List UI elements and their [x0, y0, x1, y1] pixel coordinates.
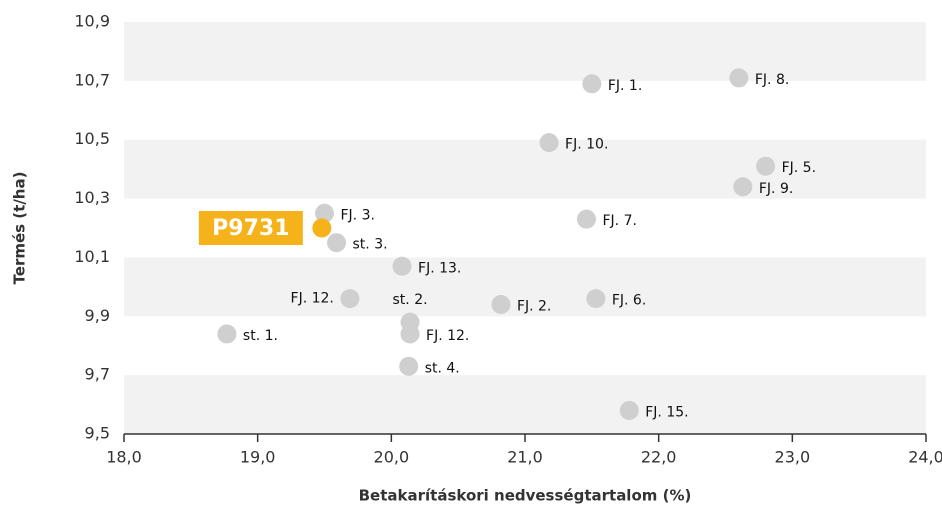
x-tick-label: 18,0	[106, 448, 142, 467]
point-label: FJ. 6.	[612, 293, 646, 309]
y-tick-label: 9,7	[85, 365, 110, 384]
y-tick-label: 9,5	[85, 424, 110, 443]
point-label: FJ. 12.	[426, 328, 469, 344]
y-tick-label: 10,5	[74, 129, 110, 148]
x-tick-label: 22,0	[641, 448, 677, 467]
point-label: FJ. 1.	[608, 78, 642, 94]
point-label: FJ. 3.	[341, 207, 375, 223]
point	[217, 324, 237, 344]
highlight-label-box	[198, 211, 303, 245]
point	[733, 177, 753, 197]
point-label: st. 4.	[425, 360, 460, 376]
point-label: FJ. 8.	[755, 72, 789, 88]
point-label: FJ. 7.	[602, 213, 636, 229]
y-tick-label: 10,1	[74, 247, 110, 266]
point	[400, 324, 420, 344]
point	[619, 400, 639, 420]
highlight-label: P9731	[212, 216, 289, 241]
point	[756, 156, 776, 176]
y-tick-label: 9,9	[85, 306, 110, 325]
point	[315, 203, 334, 223]
x-tick-label: 20,0	[374, 448, 410, 467]
x-tick-label: 19,0	[240, 448, 276, 467]
x-tick-label: 23,0	[775, 448, 811, 467]
point-label: FJ. 15.	[645, 404, 688, 420]
point-label: FJ. 13.	[418, 260, 461, 276]
point-label: FJ. 12.	[291, 291, 334, 307]
y-axis-title: Termés (t/ha)	[11, 172, 29, 285]
point	[576, 209, 596, 229]
point	[729, 68, 749, 88]
point	[327, 233, 347, 253]
point	[586, 289, 606, 309]
point	[582, 74, 602, 94]
x-tick-label: 24,0	[908, 448, 942, 467]
point-label: st. 2.	[393, 292, 428, 308]
y-tick-label: 10,9	[74, 12, 110, 31]
point-label: FJ. 10.	[565, 137, 608, 153]
point-label: st. 3.	[353, 237, 388, 253]
point-label: FJ. 2.	[517, 299, 551, 315]
point-label: FJ. 5.	[782, 160, 816, 176]
band	[124, 22, 926, 81]
band	[124, 375, 926, 434]
y-tick-label: 10,3	[74, 188, 110, 207]
point	[539, 133, 559, 153]
band	[124, 257, 926, 317]
point	[392, 256, 412, 276]
point-label: st. 1.	[243, 328, 278, 344]
y-tick-label: 10,7	[74, 70, 110, 89]
point-label: FJ. 9.	[759, 181, 793, 197]
point	[491, 295, 511, 315]
band	[124, 139, 926, 199]
point	[340, 289, 360, 309]
point	[399, 356, 419, 376]
x-axis-title: Betakarításkori nedvességtartalom (%)	[359, 487, 692, 505]
x-tick-label: 21,0	[507, 448, 543, 467]
point	[312, 218, 332, 238]
